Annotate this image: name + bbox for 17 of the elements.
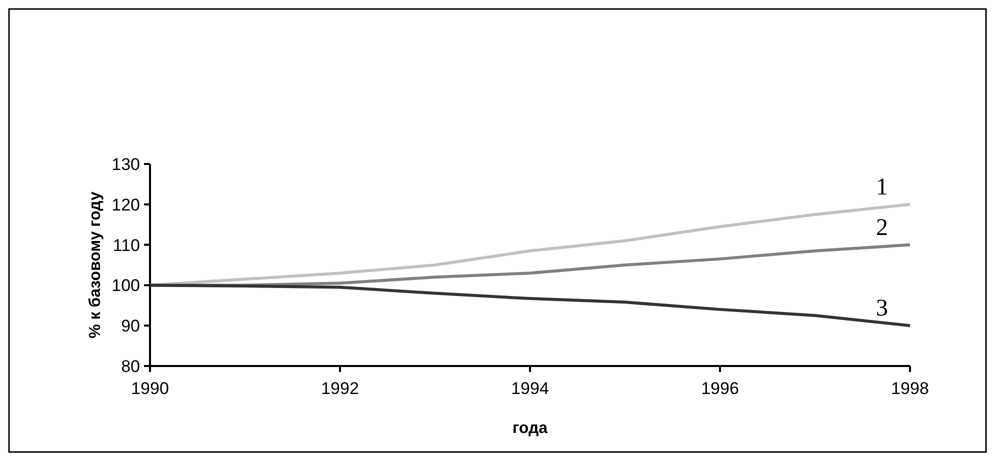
y-tick-label: 80 bbox=[121, 356, 140, 376]
x-tick-label: 1990 bbox=[131, 379, 169, 398]
x-tick-label: 1996 bbox=[701, 379, 739, 398]
y-tick-label: 110 bbox=[112, 236, 140, 255]
y-axis-title: % к базовому году bbox=[87, 191, 104, 338]
y-tick-label: 100 bbox=[112, 276, 140, 296]
line-series bbox=[148, 284, 912, 328]
x-axis-title: года bbox=[512, 420, 548, 437]
x-tick-label: 1994 bbox=[511, 379, 549, 398]
series-label: 1 bbox=[876, 174, 888, 200]
x-tick-label: 1998 bbox=[891, 379, 929, 398]
y-tick-label: 120 bbox=[112, 195, 140, 214]
series-label: 3 bbox=[876, 296, 888, 322]
y-tick-label: 90 bbox=[121, 316, 140, 336]
y-tick-label: 130 bbox=[112, 154, 140, 174]
series-label: 2 bbox=[876, 214, 888, 241]
x-tick-label: 1992 bbox=[321, 379, 359, 398]
